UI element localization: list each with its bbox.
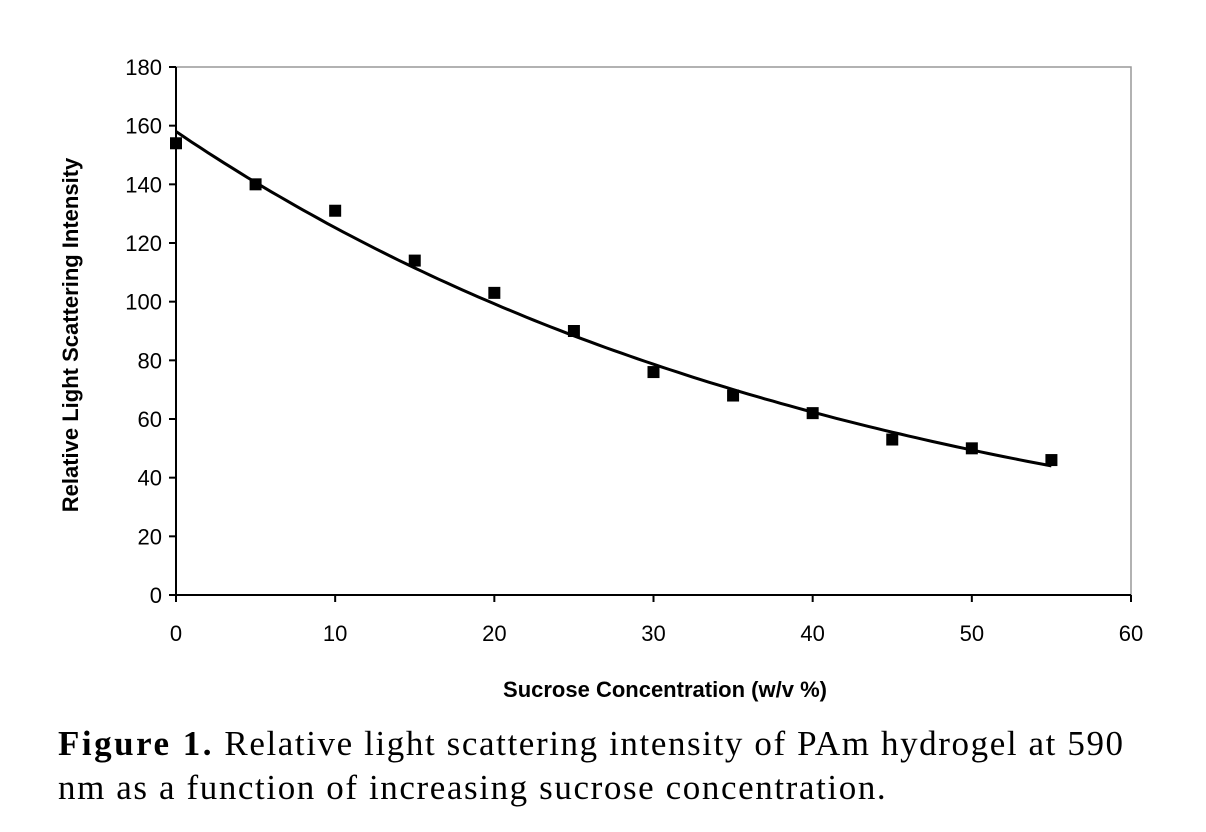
figure-caption-text: Relative light scattering intensity of P… xyxy=(58,724,1125,807)
y-tick-label: 40 xyxy=(138,466,162,491)
chart: 0 10 20 30 40 50 60 0 20 40 60 80 100 120 140 160 180 S… xyxy=(58,55,1143,702)
data-point xyxy=(647,366,660,379)
data-point xyxy=(886,433,899,446)
x-ticks: 0 10 20 30 40 50 60 xyxy=(170,595,1143,646)
x-axis-title: Sucrose Concentration (w/v %) xyxy=(503,677,827,702)
y-axis-title: Relative Light Scattering Intensity xyxy=(58,157,83,512)
x-tick-label: 0 xyxy=(170,621,182,646)
y-tick-label: 120 xyxy=(125,231,162,256)
data-point xyxy=(249,178,262,191)
data-point xyxy=(965,442,978,455)
fit-curve xyxy=(175,130,1052,468)
figure-caption: Figure 1. Relative light scattering inte… xyxy=(58,722,1178,810)
y-tick-label: 160 xyxy=(125,114,162,139)
data-point xyxy=(488,286,501,299)
data-point xyxy=(329,204,342,217)
plot-area-frame xyxy=(175,66,1132,596)
x-tick-label: 20 xyxy=(482,621,506,646)
x-tick-label: 40 xyxy=(800,621,824,646)
data-points xyxy=(170,137,1058,467)
x-tick-label: 60 xyxy=(1119,621,1143,646)
data-point xyxy=(567,325,580,337)
x-tick-label: 50 xyxy=(960,621,984,646)
y-tick-label: 20 xyxy=(138,524,162,549)
y-tick-label: 140 xyxy=(125,172,162,197)
data-point xyxy=(170,137,182,150)
y-tick-label: 100 xyxy=(125,290,162,315)
y-tick-label: 80 xyxy=(138,348,162,373)
data-point xyxy=(408,254,421,267)
y-tick-label: 60 xyxy=(138,407,162,432)
x-tick-label: 10 xyxy=(323,621,347,646)
data-point xyxy=(806,407,819,420)
y-ticks: 0 20 40 60 80 100 120 140 160 180 xyxy=(125,55,176,608)
y-tick-label: 0 xyxy=(150,583,162,608)
x-tick-label: 30 xyxy=(641,621,665,646)
figure-label: Figure 1. xyxy=(58,724,215,763)
y-tick-label: 180 xyxy=(125,55,162,80)
data-point xyxy=(727,389,740,402)
data-point xyxy=(1045,454,1058,467)
